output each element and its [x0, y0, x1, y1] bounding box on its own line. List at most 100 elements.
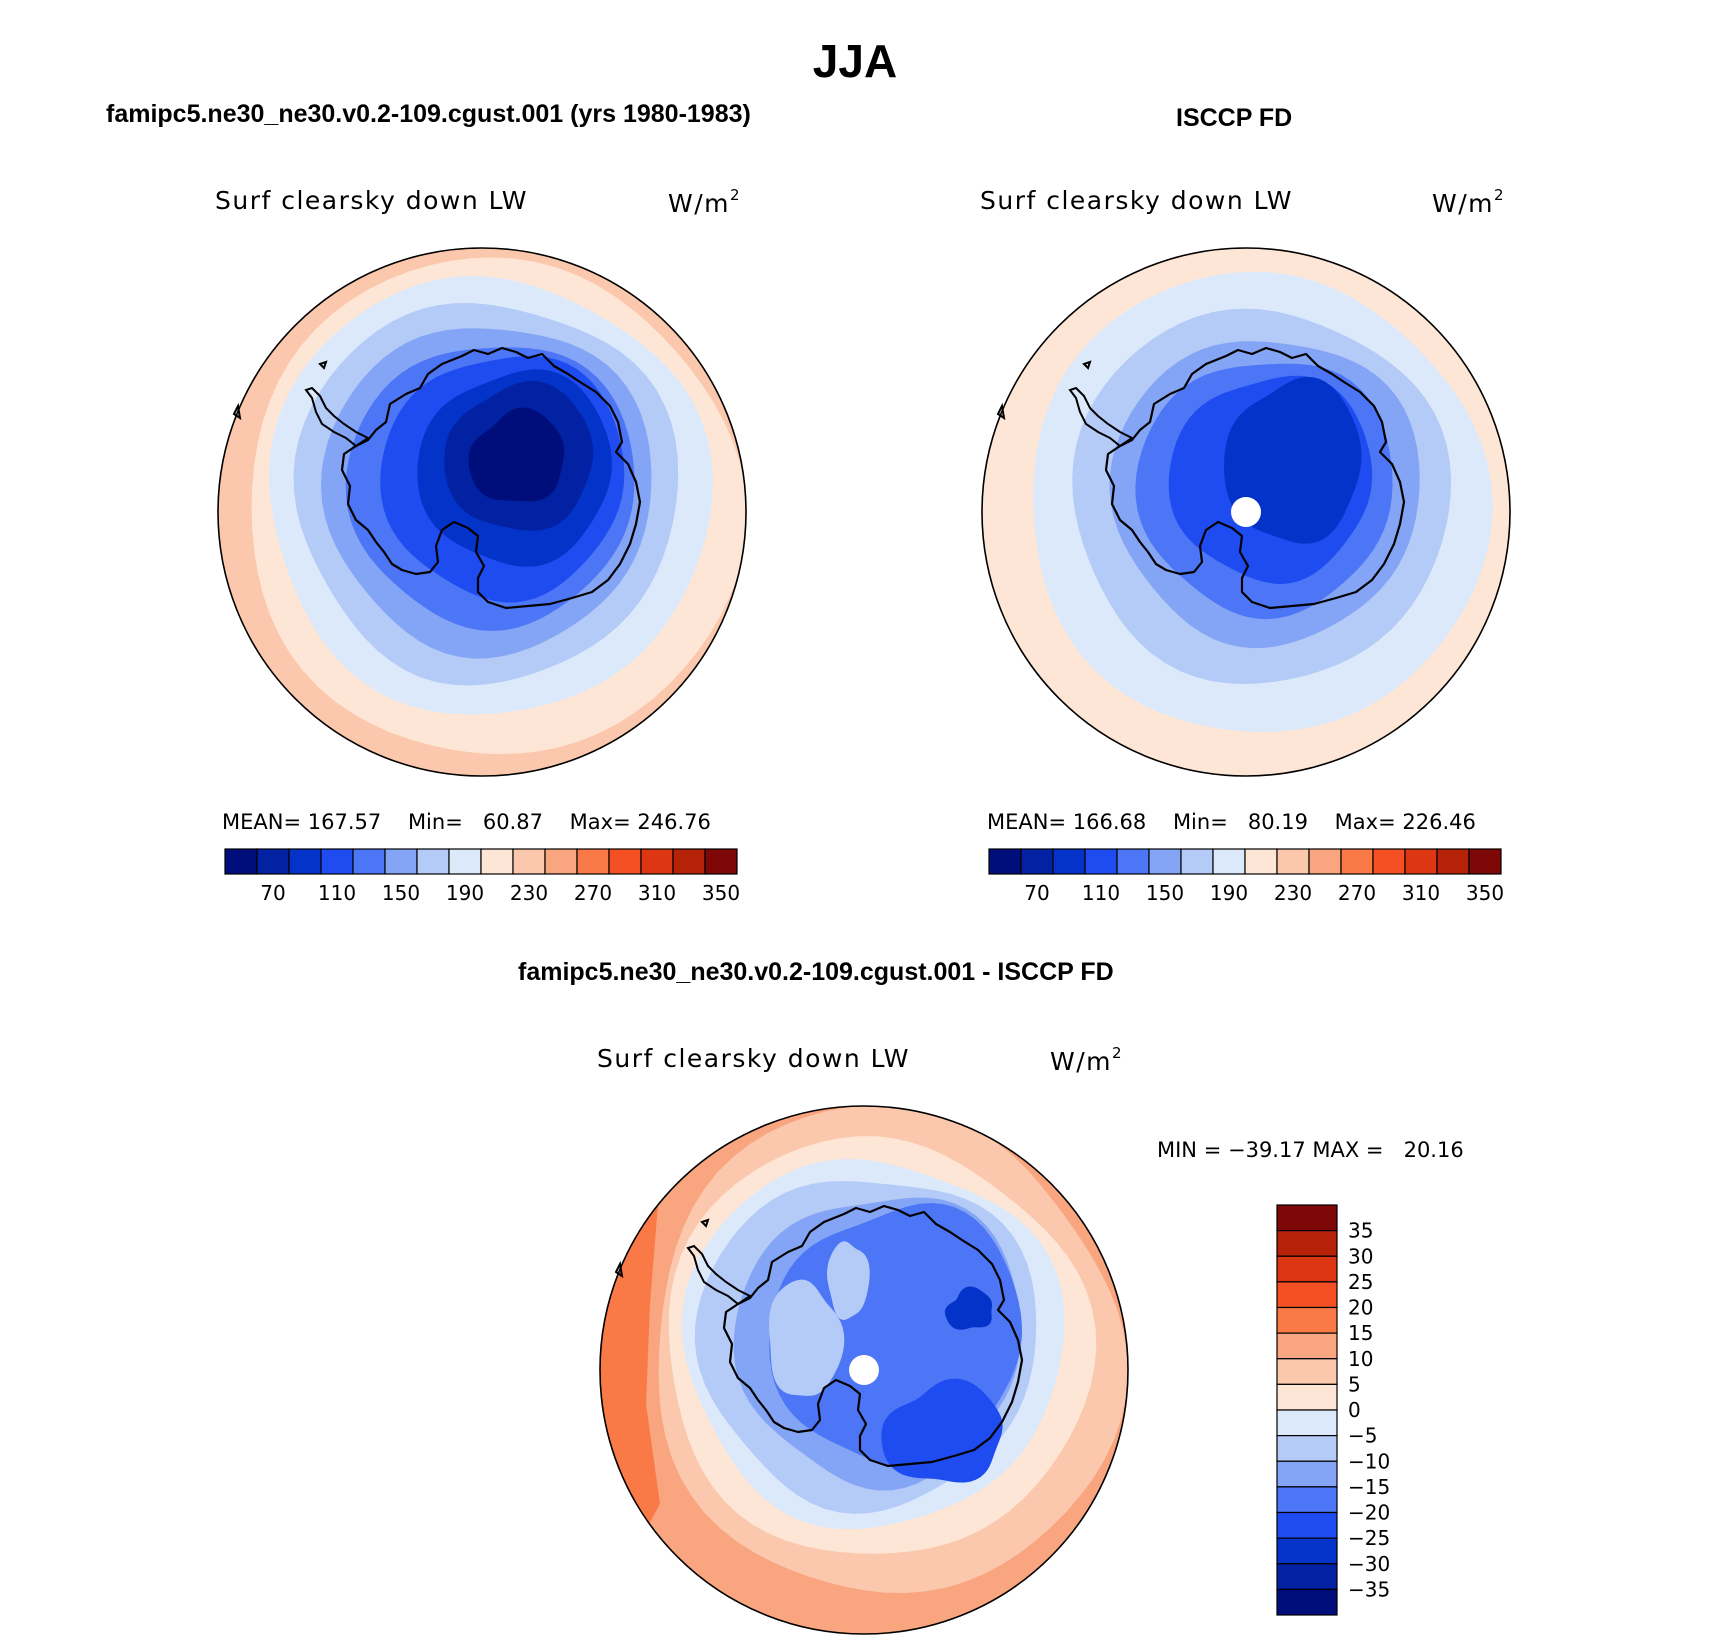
- colorbar-swatch: [288, 848, 322, 875]
- pole-mask: [849, 1355, 879, 1385]
- colorbar-swatch: [1212, 848, 1246, 875]
- colorbar-tick-label: 25: [1348, 1270, 1373, 1294]
- colorbar-tick-label: 0: [1348, 1398, 1361, 1422]
- coastline-islands: [232, 360, 328, 421]
- colorbar-swatch: [544, 848, 578, 875]
- colorbar-swatch: [1436, 848, 1470, 875]
- contour-band: [827, 1241, 870, 1320]
- panel1-colorbar: 70 110 150 190 230 270 310 350: [224, 848, 740, 905]
- panel1-variable: Surf clearsky down LW: [215, 186, 529, 215]
- colorbar-tick-label: −35: [1348, 1577, 1390, 1601]
- colorbar-tick-label: 20: [1348, 1296, 1373, 1320]
- map-boundary: [217, 247, 747, 777]
- colorbar-swatch: [1276, 1230, 1338, 1257]
- panel3-variable: Surf clearsky down LW: [597, 1044, 911, 1073]
- colorbar-swatch: [1116, 848, 1150, 875]
- colorbar-swatch: [1276, 1255, 1338, 1283]
- colorbar-swatch: [1276, 848, 1310, 875]
- contour-band: [881, 1378, 1003, 1483]
- contour-fill-group: [982, 248, 1510, 776]
- colorbar-swatch: [1276, 1486, 1338, 1514]
- colorbar-swatch: [1276, 1383, 1338, 1411]
- colorbar-swatch: [1276, 1409, 1338, 1437]
- colorbar-swatch: [1276, 1435, 1338, 1462]
- coastline-islands: [614, 1218, 710, 1279]
- colorbar-tick-label: 150: [382, 881, 420, 905]
- colorbar-swatch: [480, 848, 514, 875]
- contour-fill-group: [218, 248, 746, 776]
- colorbar-swatch: [1276, 1563, 1338, 1590]
- colorbar-swatch: [1276, 1511, 1338, 1539]
- colorbar-tick-label: 15: [1348, 1321, 1373, 1345]
- colorbar-swatch: [416, 848, 450, 875]
- colorbar-swatch: [640, 848, 674, 875]
- colorbar-swatch: [1468, 848, 1502, 875]
- colorbar-swatch: [576, 848, 610, 875]
- colorbar-swatch: [1244, 848, 1278, 875]
- colorbar-tick-label: 230: [1274, 881, 1312, 905]
- coastline-antarctica: [1104, 346, 1406, 610]
- colorbar-swatch: [320, 848, 354, 875]
- contour-band: [1224, 376, 1362, 544]
- panel1-polar-map: [217, 247, 747, 777]
- colorbar-swatch: [608, 848, 642, 875]
- colorbar-swatch: [1276, 1588, 1338, 1616]
- colorbar-swatch: [1308, 848, 1342, 875]
- colorbar-swatch: [1276, 1281, 1338, 1309]
- panel1-title: famipc5.ne30_ne30.v0.2-109.cgust.001 (yr…: [106, 100, 751, 128]
- colorbar-tick-label: 310: [638, 881, 676, 905]
- colorbar-swatch: [224, 848, 258, 875]
- colorbar-tick-label: 310: [1402, 881, 1440, 905]
- map-boundary: [981, 247, 1511, 777]
- colorbar-tick-label: 70: [260, 881, 285, 905]
- colorbar-swatch: [1372, 848, 1406, 875]
- colorbar-tick-label: 350: [1466, 881, 1504, 905]
- colorbar-tick-label: 110: [318, 881, 356, 905]
- colorbar-swatch: [1052, 848, 1086, 875]
- colorbar-swatch: [352, 848, 386, 875]
- colorbar-tick-label: −30: [1348, 1552, 1390, 1576]
- colorbar-tick-label: 270: [1338, 881, 1376, 905]
- panel3-title: famipc5.ne30_ne30.v0.2-109.cgust.001 - I…: [518, 958, 1114, 986]
- colorbar-swatch: [1276, 1358, 1338, 1385]
- colorbar-tick-label: 10: [1348, 1347, 1373, 1371]
- coastline-antarctica: [722, 1204, 1024, 1468]
- panel2-polar-map: [981, 247, 1511, 777]
- colorbar-tick-label: −5: [1348, 1424, 1377, 1448]
- colorbar-swatch: [1276, 1306, 1338, 1334]
- colorbar-tick-label: 270: [574, 881, 612, 905]
- colorbar-tick-label: 350: [702, 881, 740, 905]
- coastline-peninsula: [1068, 386, 1134, 448]
- colorbar-tick-label: 5: [1348, 1372, 1361, 1396]
- colorbar-swatch: [1276, 1204, 1338, 1232]
- contour-band: [769, 1279, 845, 1396]
- colorbar-tick-label: 190: [446, 881, 484, 905]
- colorbar-tick-label: −25: [1348, 1526, 1390, 1550]
- colorbar-swatch: [1276, 1460, 1338, 1488]
- colorbar-tick-label: 35: [1348, 1219, 1373, 1243]
- colorbar-swatch: [988, 848, 1022, 875]
- colorbar-swatch: [1276, 1332, 1338, 1360]
- main-title: JJA: [812, 35, 898, 87]
- colorbar-tick-label: −15: [1348, 1475, 1390, 1499]
- colorbar-swatch: [1404, 848, 1438, 875]
- colorbar-swatch: [1340, 848, 1374, 875]
- panel3-stats: MIN = −39.17 MAX = 20.16: [1157, 1138, 1464, 1162]
- panel1-units: W/m2: [668, 186, 742, 218]
- colorbar-tick-label: 110: [1082, 881, 1120, 905]
- coastline-antarctica: [340, 346, 642, 610]
- panel3-units: W/m2: [1050, 1044, 1124, 1076]
- panel2-title: ISCCP FD: [1176, 104, 1293, 132]
- colorbar-swatch: [1148, 848, 1182, 875]
- contour-band: [468, 407, 565, 502]
- panel3-polar-map: [599, 1105, 1129, 1635]
- colorbar-tick-label: 70: [1024, 881, 1049, 905]
- colorbar-swatch: [1180, 848, 1214, 875]
- colorbar-tick-label: −10: [1348, 1449, 1390, 1473]
- panel2-units: W/m2: [1432, 186, 1506, 218]
- colorbar-tick-label: 230: [510, 881, 548, 905]
- pole-mask: [1231, 497, 1261, 527]
- colorbar-tick-label: 30: [1348, 1244, 1373, 1268]
- colorbar-swatch: [672, 848, 706, 875]
